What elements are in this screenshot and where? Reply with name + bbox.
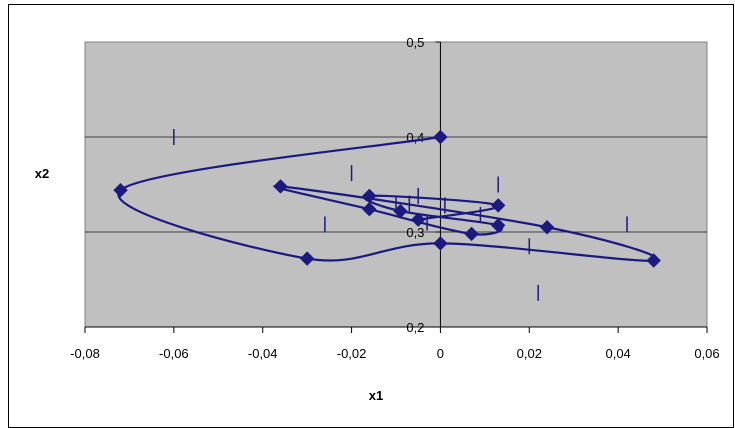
data-point-5 bbox=[539, 220, 555, 235]
x-tick-labels: -0,08 -0,06 -0,04 -0,02 0 0,02 0,04 0,06 bbox=[70, 346, 719, 361]
series-markers bbox=[113, 129, 661, 268]
data-point-8 bbox=[464, 226, 479, 242]
x-tick-label-5: 0,02 bbox=[517, 346, 542, 361]
series-line bbox=[117, 135, 658, 262]
x-axis-title: x1 bbox=[369, 388, 383, 403]
plot-area bbox=[84, 41, 708, 328]
y-tick-label-2: 0,4 bbox=[406, 130, 424, 145]
data-point-4 bbox=[646, 253, 661, 268]
x-tick-label-2: -0,04 bbox=[248, 346, 278, 361]
data-point-13 bbox=[411, 212, 426, 227]
data-point-0 bbox=[433, 129, 448, 145]
y-axis-title: x2 bbox=[35, 166, 49, 181]
data-point-9 bbox=[490, 218, 506, 233]
data-point-10 bbox=[393, 203, 408, 219]
data-point-11 bbox=[362, 188, 377, 204]
data-point-3 bbox=[433, 236, 448, 251]
data-point-6 bbox=[273, 179, 288, 194]
x-tick-label-7: 0,06 bbox=[694, 346, 719, 361]
axes bbox=[84, 41, 708, 333]
x-tick-label-0: -0,08 bbox=[70, 346, 100, 361]
y-tick-label-1: 0,3 bbox=[406, 225, 424, 240]
y-tick-label-0: 0,2 bbox=[406, 320, 424, 335]
x-tick-label-3: -0,02 bbox=[337, 346, 367, 361]
x-tick-label-1: -0,06 bbox=[159, 346, 189, 361]
y-tick-label-3: 0,5 bbox=[406, 35, 424, 50]
data-point-12 bbox=[490, 198, 506, 213]
data-point-2 bbox=[299, 251, 315, 266]
x-tick-label-4: 0 bbox=[437, 346, 444, 361]
data-point-7 bbox=[362, 201, 377, 217]
gridlines bbox=[85, 136, 707, 233]
data-point-1 bbox=[113, 182, 128, 198]
x-tick-label-6: 0,04 bbox=[605, 346, 630, 361]
